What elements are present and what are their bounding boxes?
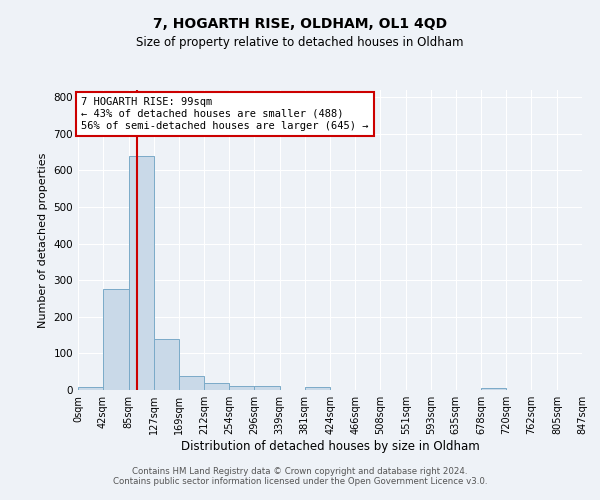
Bar (254, 386, 280, 390)
Bar (154, 339, 179, 390)
Bar (78, 387, 103, 390)
Bar (204, 382, 229, 390)
X-axis label: Distribution of detached houses by size in Oldham: Distribution of detached houses by size … (181, 440, 479, 453)
Text: Size of property relative to detached houses in Oldham: Size of property relative to detached ho… (136, 36, 464, 49)
Bar (128, 156, 154, 390)
Text: Contains public sector information licensed under the Open Government Licence v3: Contains public sector information licen… (113, 477, 487, 486)
Bar (103, 290, 128, 390)
Y-axis label: Number of detached properties: Number of detached properties (38, 152, 48, 328)
Bar (229, 386, 254, 390)
Text: Contains HM Land Registry data © Crown copyright and database right 2024.: Contains HM Land Registry data © Crown c… (132, 467, 468, 476)
Text: 7, HOGARTH RISE, OLDHAM, OL1 4QD: 7, HOGARTH RISE, OLDHAM, OL1 4QD (153, 18, 447, 32)
Bar (481, 388, 506, 390)
Bar (179, 376, 204, 390)
Bar (305, 387, 330, 390)
Text: 7 HOGARTH RISE: 99sqm
← 43% of detached houses are smaller (488)
56% of semi-det: 7 HOGARTH RISE: 99sqm ← 43% of detached … (81, 98, 368, 130)
